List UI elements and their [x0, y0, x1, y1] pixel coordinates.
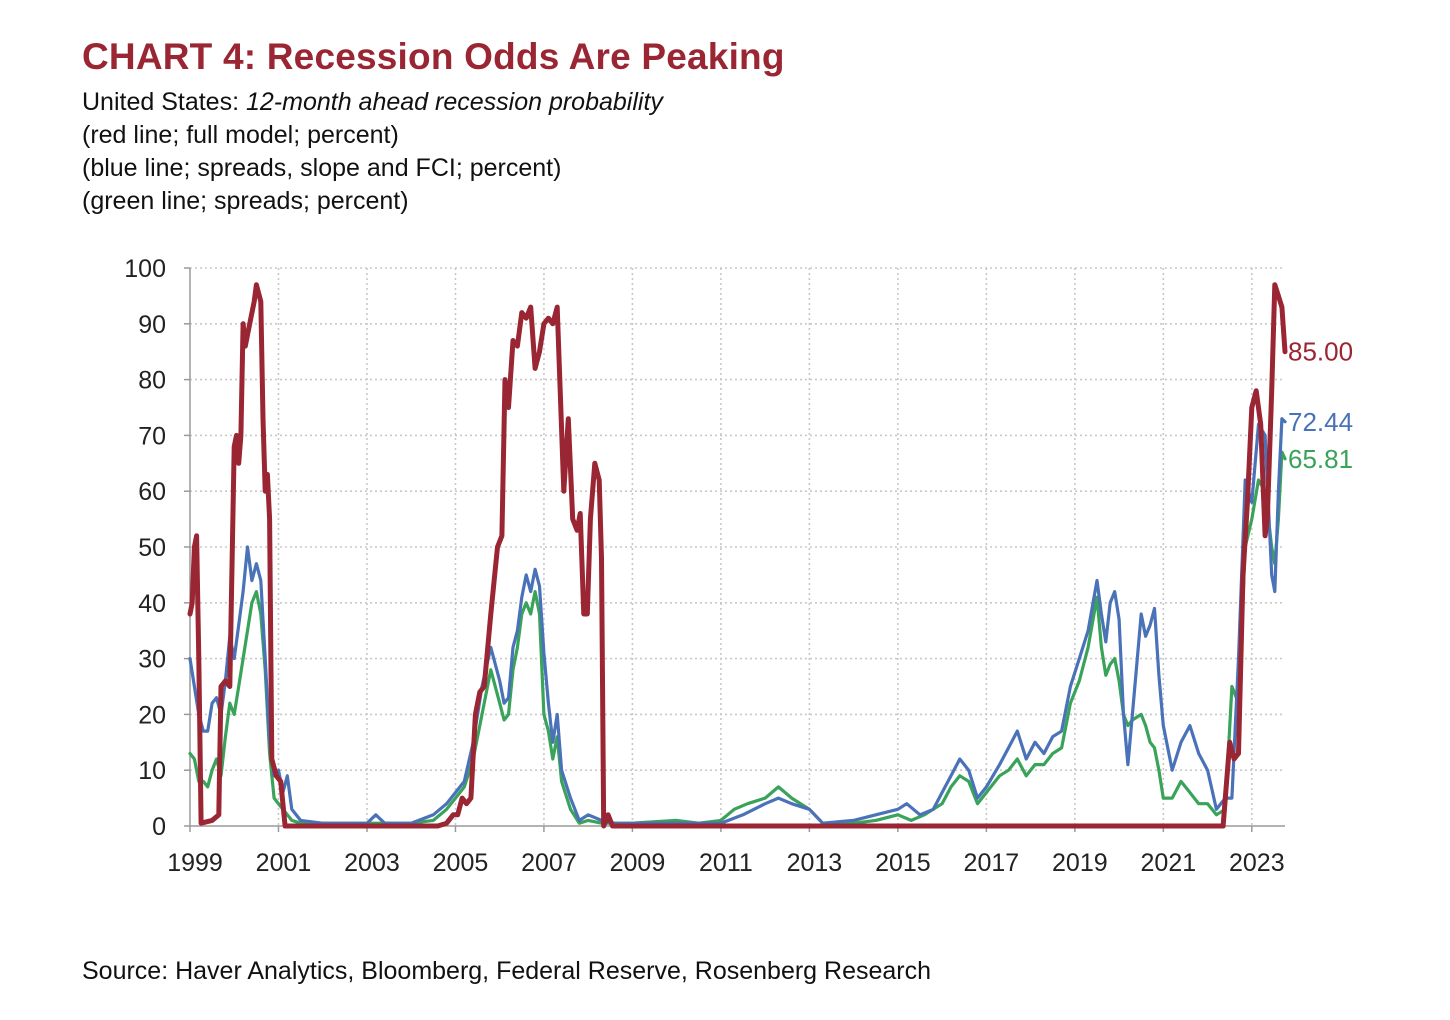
gridlines	[190, 267, 1285, 826]
x-tick-label: 2011	[699, 849, 753, 877]
x-axis-tick-labels: 1999 2001 2003 2005 2007 2009 2011 2013 2015 2017…	[167, 849, 1284, 877]
chart-title: CHART 4: Recession Odds Are Peaking	[82, 36, 785, 77]
y-tick-label: 70	[138, 422, 166, 450]
x-tick-label: 2015	[875, 849, 931, 877]
y-tick-label: 30	[138, 646, 166, 674]
subtitle-line-green: (green line; spreads; percent)	[82, 187, 409, 215]
y-tick-label: 40	[138, 590, 166, 618]
subtitle-line-main: United States: 12-month ahead recession …	[82, 86, 663, 119]
y-tick-label: 90	[138, 311, 166, 339]
end-label-red: 85.00	[1288, 337, 1353, 367]
subtitle-italic: 12-month ahead recession probability	[245, 88, 663, 116]
chart-subtitle: United States: 12-month ahead recession …	[82, 86, 663, 218]
recession-probability-chart: 0 10 20 30 40 50 60 70 80 90 100 1999 2001 2003 2005 2…	[124, 255, 1353, 877]
x-tick-label: 2023	[1229, 849, 1285, 877]
axes	[184, 267, 1285, 832]
x-tick-label: 2017	[964, 849, 1020, 877]
x-tick-label: 2001	[256, 849, 312, 877]
x-tick-label: 2019	[1052, 849, 1108, 877]
x-tick-label: 2013	[787, 849, 843, 877]
y-axis-tick-labels: 0 10 20 30 40 50 60 70 80 90 100	[124, 255, 166, 841]
end-value-labels: 85.00 72.44 65.81	[1288, 337, 1353, 474]
x-tick-label: 2021	[1141, 849, 1197, 877]
series-line-blue	[188, 417, 1287, 825]
x-tick-label: 2005	[433, 849, 489, 877]
y-tick-label: 50	[138, 534, 166, 562]
x-tick-label: 2007	[521, 849, 577, 877]
y-tick-label: 80	[138, 367, 166, 395]
series-line-green	[188, 450, 1287, 825]
x-tick-label: 2003	[344, 849, 400, 877]
end-label-blue: 72.44	[1288, 407, 1353, 437]
end-label-green: 65.81	[1288, 444, 1353, 474]
y-tick-label: 0	[152, 813, 166, 841]
y-tick-label: 60	[138, 478, 166, 506]
x-tick-label: 2009	[610, 849, 666, 877]
y-tick-label: 100	[124, 255, 166, 283]
subtitle-line-blue: (blue line; spreads, slope and FCI; perc…	[82, 154, 562, 182]
series-line-red	[187, 282, 1288, 829]
x-tick-label: 1999	[167, 849, 223, 877]
y-tick-label: 10	[138, 757, 166, 785]
series-lines	[187, 282, 1288, 829]
subtitle-prefix: United States:	[82, 88, 246, 116]
y-tick-label: 20	[138, 701, 166, 729]
subtitle-line-red: (red line; full model; percent)	[82, 121, 399, 149]
source-note: Source: Haver Analytics, Bloomberg, Fede…	[82, 957, 932, 985]
